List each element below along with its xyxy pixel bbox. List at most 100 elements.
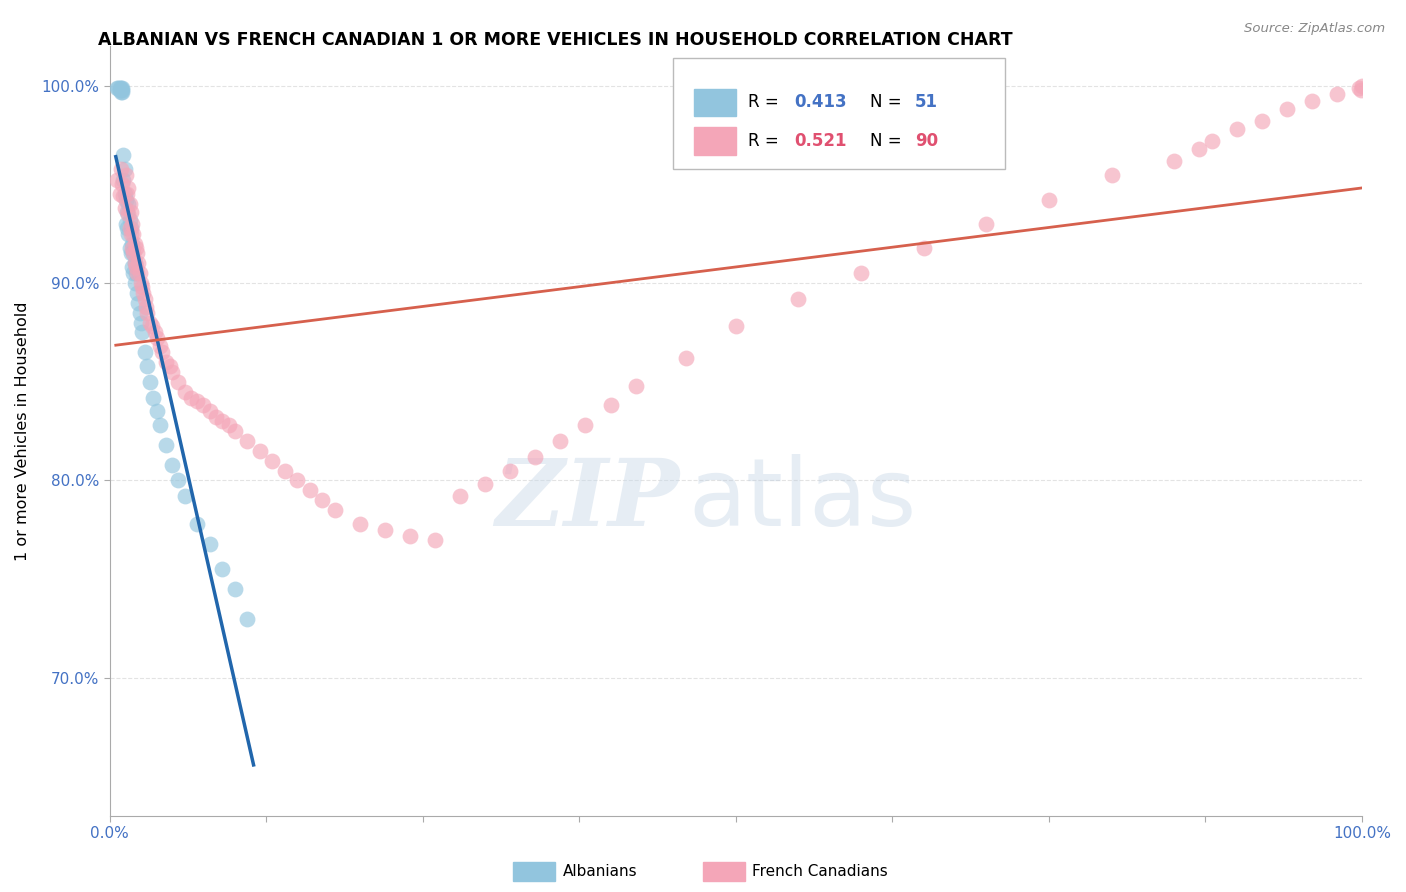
Text: 0.521: 0.521: [794, 132, 848, 150]
Point: [131, 326, 153, 340]
Text: 0.413: 0.413: [794, 94, 848, 112]
Point: [107, 80, 129, 95]
Point: [110, 161, 132, 176]
Point: [111, 80, 134, 95]
Point: [787, 292, 810, 306]
Point: [122, 227, 145, 241]
Point: [323, 503, 346, 517]
Point: [173, 489, 195, 503]
FancyBboxPatch shape: [673, 58, 1005, 169]
Point: [912, 240, 935, 254]
Point: [121, 260, 143, 275]
Point: [211, 414, 233, 428]
Point: [160, 365, 183, 379]
Point: [1275, 103, 1298, 117]
Point: [236, 434, 259, 448]
Point: [849, 266, 872, 280]
Point: [146, 404, 169, 418]
Point: [114, 217, 136, 231]
Point: [224, 424, 246, 438]
Point: [108, 82, 131, 96]
Point: [155, 355, 177, 369]
Point: [125, 285, 148, 300]
Point: [125, 240, 148, 254]
Point: [134, 292, 156, 306]
Point: [287, 474, 309, 488]
Point: [136, 306, 159, 320]
Point: [1188, 142, 1211, 156]
Point: [138, 316, 160, 330]
Point: [112, 173, 135, 187]
Point: [1326, 87, 1348, 101]
Point: [160, 458, 183, 472]
Point: [129, 276, 152, 290]
Point: [118, 220, 141, 235]
Point: [105, 173, 128, 187]
Point: [186, 516, 208, 531]
Point: [974, 217, 997, 231]
Text: N =: N =: [870, 94, 907, 112]
Point: [115, 205, 138, 219]
Point: [150, 345, 173, 359]
Point: [155, 438, 177, 452]
Point: [1226, 122, 1249, 136]
Point: [675, 351, 697, 365]
Text: N =: N =: [870, 132, 907, 150]
Point: [122, 246, 145, 260]
Point: [136, 359, 159, 373]
Text: 51: 51: [915, 94, 938, 112]
Point: [349, 516, 371, 531]
Bar: [695, 127, 735, 154]
Point: [129, 316, 152, 330]
Point: [128, 306, 150, 320]
Point: [132, 285, 155, 300]
Point: [135, 300, 157, 314]
Point: [122, 266, 145, 280]
Point: [1250, 114, 1272, 128]
Point: [125, 260, 148, 275]
Text: R =: R =: [748, 94, 785, 112]
Point: [124, 276, 146, 290]
Point: [262, 453, 284, 467]
Point: [1201, 134, 1223, 148]
Point: [115, 220, 138, 235]
Point: [143, 326, 166, 340]
Point: [274, 464, 297, 478]
Point: [114, 168, 136, 182]
Point: [724, 319, 747, 334]
Point: [374, 523, 396, 537]
Point: [298, 483, 321, 498]
Point: [1101, 168, 1123, 182]
Point: [159, 359, 181, 373]
Point: [167, 375, 190, 389]
Point: [624, 378, 647, 392]
Point: [149, 339, 172, 353]
Point: [138, 375, 160, 389]
Point: [524, 450, 547, 464]
Point: [180, 391, 202, 405]
Text: ALBANIAN VS FRENCH CANADIAN 1 OR MORE VEHICLES IN HOUSEHOLD CORRELATION CHART: ALBANIAN VS FRENCH CANADIAN 1 OR MORE VE…: [98, 31, 1014, 49]
Point: [118, 197, 141, 211]
Point: [1348, 80, 1371, 95]
Bar: [695, 88, 735, 116]
Point: [198, 536, 221, 550]
Point: [499, 464, 522, 478]
Text: Albanians: Albanians: [562, 864, 637, 879]
Point: [125, 266, 148, 280]
Point: [110, 85, 132, 99]
Point: [112, 148, 135, 162]
Point: [127, 256, 149, 270]
Point: [120, 246, 142, 260]
Point: [449, 489, 471, 503]
Text: Source: ZipAtlas.com: Source: ZipAtlas.com: [1244, 22, 1385, 36]
Point: [121, 217, 143, 231]
Point: [110, 80, 132, 95]
Point: [193, 398, 215, 412]
Point: [167, 474, 190, 488]
Point: [1350, 82, 1372, 96]
Point: [114, 161, 136, 176]
Point: [114, 201, 136, 215]
Point: [125, 246, 148, 260]
Point: [120, 220, 142, 235]
Point: [122, 246, 145, 260]
